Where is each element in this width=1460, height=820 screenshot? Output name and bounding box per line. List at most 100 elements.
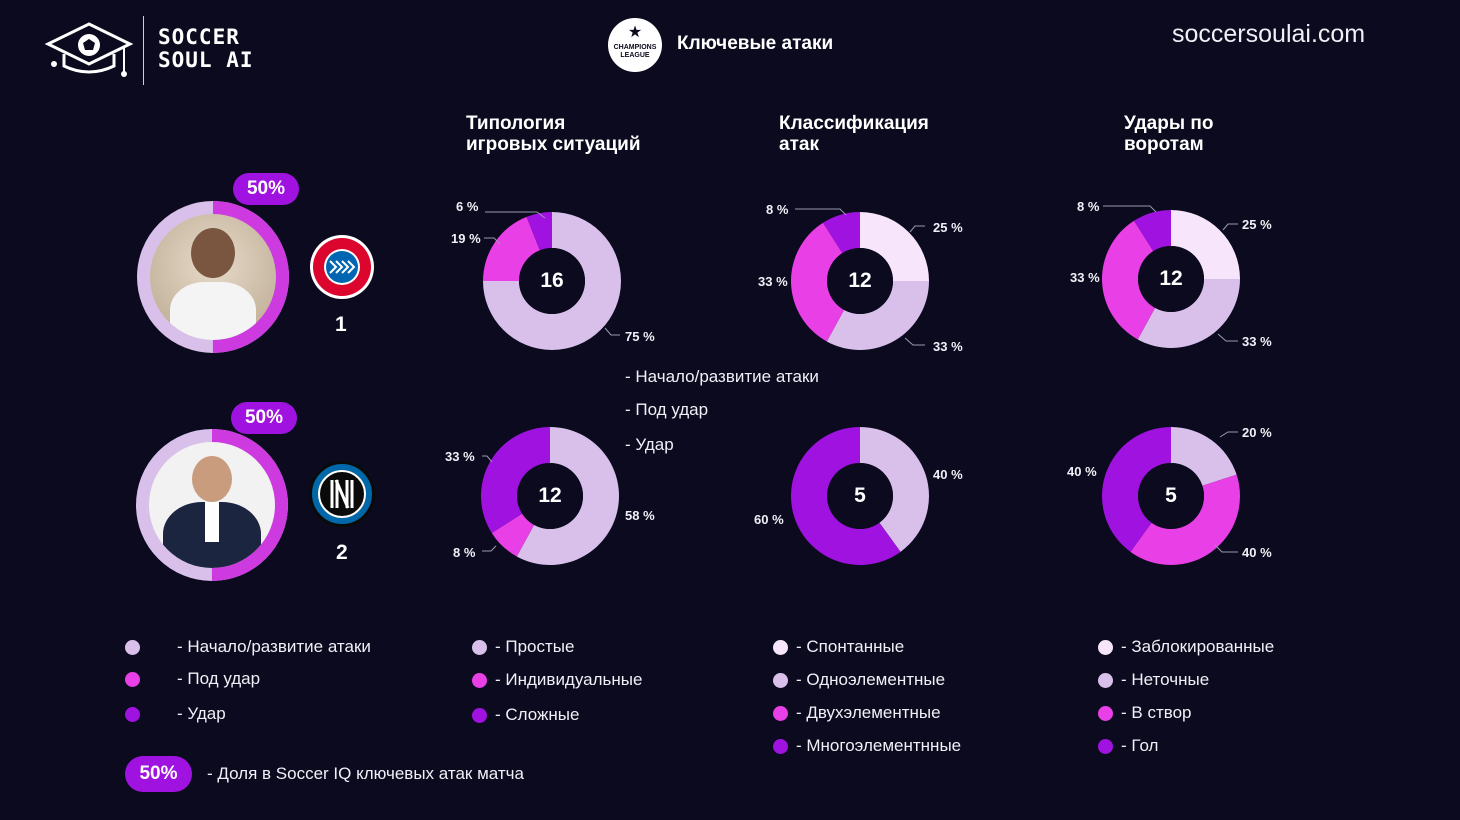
label-team1-class-double: 33 % [758,274,788,289]
team2-share-arc [136,429,288,581]
team1-share-arc [137,201,289,353]
legend-item-simple: - Простые [472,637,574,657]
legend-item-spontaneous: - Спонтанные [773,637,904,657]
label-team2-typology-shot: 33 % [445,449,475,464]
donut-segment [791,427,901,565]
donut-team2-classification-total: 5 [854,484,866,507]
legend-item-goal: - Гол [1098,736,1158,756]
donut-hole [1138,463,1204,529]
donut-segment [483,216,540,281]
donut-hole [1138,246,1204,312]
donut-segment [1102,427,1171,552]
legend-dot [472,639,487,655]
donut-team1-classification [791,212,929,350]
team1-share-badge: 50% [233,173,299,205]
label-team2-shots-off: 20 % [1242,425,1272,440]
legend-label: - Простые [495,637,575,656]
legend-label: - Многоэлементнные [796,736,962,755]
legend-item-off-target: - Неточные [1098,670,1209,690]
mid-legend-item: - Удар [625,435,674,454]
site-url-link[interactable]: soccersoulai.com [1172,20,1366,48]
league-logo-text: CHAMPIONS LEAGUE [613,44,657,59]
label-team1-typology-buildup: 75 % [625,329,655,344]
legend-dot [125,671,140,687]
donut-hole [517,463,583,529]
col-title-classification: Классификация атак [779,113,929,155]
donut-segment [1102,220,1156,340]
donut-segment [491,513,535,557]
mid-legend-item: - Начало/развитие атаки [625,367,819,386]
legend-item-individual: - Индивидуальные [472,670,642,690]
mid-legend-item: - Под удар [625,400,709,419]
donut-segment [483,212,621,350]
team2-share-ring [136,429,288,581]
donut-segment [516,427,619,565]
donut-segment [823,212,860,254]
bayern-munich-logo-icon [310,235,374,299]
label-team1-shots-off: 33 % [1242,334,1272,349]
label-team1-typology-shot: 6 % [456,199,479,214]
brand-name: SOCCER SOUL AI [158,26,254,72]
donut-team1-typology [483,212,621,350]
brand-divider [143,16,144,85]
donut-hole [827,463,893,529]
label-team1-shots-blocked: 25 % [1242,217,1272,232]
donut-hole [827,248,893,314]
team1-share-ring [137,201,289,353]
donut-team1-shots [1102,210,1240,348]
legend-label: - Под удар [177,669,261,688]
legend-dot [1098,738,1113,754]
donut-segment [1171,427,1237,486]
coach-photo [150,214,276,340]
donut-team2-typology-total: 12 [538,484,562,507]
label-team1-class-single: 33 % [933,339,963,354]
label-team2-class-simple: 40 % [933,467,963,482]
donut-segment [1137,279,1240,348]
legend-dot [773,672,788,688]
legend-item-pre-shot: - Под удар [125,669,260,689]
legend-item-blocked: - Заблокированные [1098,637,1274,657]
donut-team1-shots-total: 12 [1159,267,1183,290]
donut-segment [526,212,552,251]
donut-team2-shots [1102,427,1240,565]
label-team1-shots-goal: 8 % [1077,199,1100,214]
legend-dot [1098,705,1113,721]
brand-line-2: SOUL AI [158,48,254,72]
donut-team1-typology-total: 16 [540,269,564,292]
label-team2-class-complex: 60 % [754,512,784,527]
legend-label: - Двухэлементные [796,703,941,722]
legend-item-multi: - Многоэлементнные [773,736,961,756]
page-title: Ключевые атаки [677,33,834,54]
legend-label: - Удар [177,704,226,723]
donut-team2-shots-total: 5 [1165,484,1177,507]
legend-dot [125,706,140,722]
donut-segment [860,212,929,281]
label-team1-class-spont: 25 % [933,220,963,235]
donut-segment [791,222,845,342]
legend-dot [472,707,487,723]
champions-league-logo-icon: ★ CHAMPIONS LEAGUE [608,18,662,72]
donut-segment [1171,210,1240,279]
soccer-soul-logo-icon [44,22,134,77]
col-title-typology: Типология игровых ситуаций [466,113,641,155]
label-team2-typology-buildup: 58 % [625,508,655,523]
donut-team2-classification [791,427,929,565]
legend-item-buildup: - Начало/развитие атаки [125,637,371,657]
legend-label: - Одноэлементные [796,670,946,689]
legend-label: - Гол [1121,736,1159,755]
legend-item-single: - Одноэлементные [773,670,945,690]
legend-label: - В створ [1121,703,1192,722]
legend-label: - Неточные [1121,670,1210,689]
legend-label: - Индивидуальные [495,670,643,689]
legend-dot [1098,672,1113,688]
coach-photo [149,442,275,568]
legend-item-double: - Двухэлементные [773,703,941,723]
legend-item-complex: - Сложные [472,705,579,725]
donut-segment [826,281,929,350]
legend-label: - Заблокированные [1121,637,1275,656]
donut-team1-classification-total: 12 [848,269,872,292]
label-team1-class-multi: 8 % [766,202,789,217]
brand-line-1: SOCCER [158,25,240,49]
col-title-shots: Удары по воротам [1124,113,1214,155]
